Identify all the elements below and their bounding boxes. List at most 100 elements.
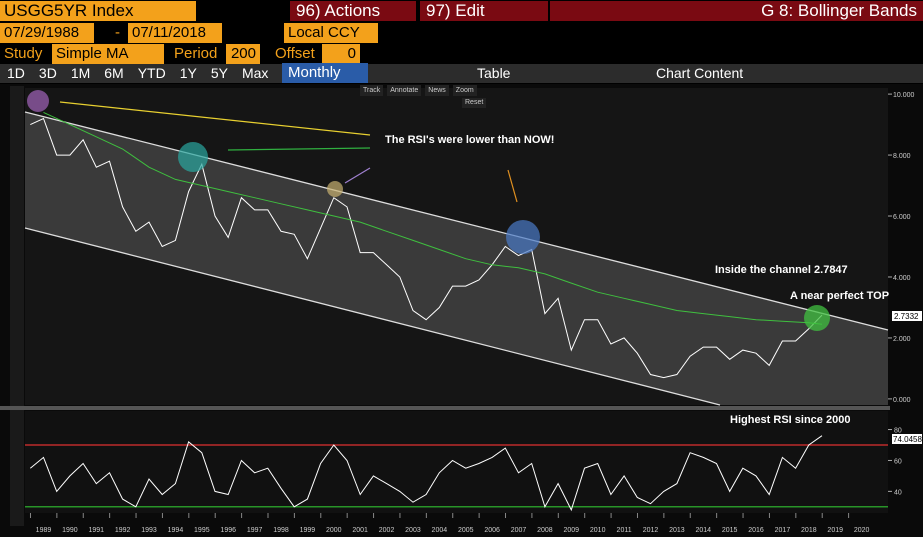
rsi-plot-bg [25, 411, 888, 513]
x-tick-label: 2001 [352, 527, 368, 534]
period-button[interactable]: 1M [70, 65, 91, 81]
highlight [804, 305, 830, 331]
offset-label: Offset [275, 45, 315, 62]
last-value-box [892, 311, 922, 321]
x-tick-label: 2018 [801, 527, 817, 534]
frequency[interactable]: Monthly [282, 63, 368, 83]
x-tick-label: 1993 [141, 527, 157, 534]
x-tick-label: 1999 [300, 527, 316, 534]
sidebar [10, 86, 24, 526]
actions-menu[interactable]: 96) Actions [290, 1, 416, 21]
reset-button[interactable]: Reset [462, 98, 487, 108]
x-tick-label: 2019 [827, 527, 843, 534]
y-tick-label: 4.000 [893, 275, 911, 282]
y-tick-label: 8.000 [893, 153, 911, 160]
annotation: Highest RSI since 2000 [730, 414, 850, 426]
currency[interactable]: Local CCY [284, 23, 378, 43]
highlight [327, 181, 343, 197]
annotation: A near perfect TOP [790, 290, 889, 302]
offset-value[interactable]: 0 [322, 44, 360, 64]
x-tick-label: 1997 [247, 527, 263, 534]
period-button[interactable]: 6M [104, 65, 124, 81]
x-tick-label: 2010 [590, 527, 606, 534]
moving-average [43, 111, 823, 325]
x-tick-label: 1996 [220, 527, 236, 534]
toolbar [0, 64, 923, 83]
x-tick-label: 2003 [405, 527, 421, 534]
period-button[interactable]: Max [241, 65, 269, 81]
edit-menu[interactable]: 97) Edit [420, 1, 548, 21]
price-line [30, 117, 823, 379]
y-tick-label: 6.000 [893, 214, 911, 221]
end-date[interactable]: 07/11/2018 [128, 23, 222, 43]
chart-tool[interactable]: Annotate [387, 85, 422, 96]
y-tick-label: 60 [894, 458, 902, 465]
highlight [27, 90, 49, 112]
x-tick-label: 2016 [748, 527, 764, 534]
period-button[interactable]: 1D [7, 65, 25, 81]
x-tick-label: 1994 [168, 527, 184, 534]
arrow [59, 101, 371, 136]
study-value[interactable]: Simple MA [52, 44, 164, 64]
arrow [507, 169, 518, 203]
chart-tools: Track Annotate News Zoom [360, 85, 477, 96]
rsi-last-box [892, 434, 922, 444]
date-dash: - [115, 24, 120, 41]
period-value[interactable]: 200 [226, 44, 260, 64]
channel-lower [24, 227, 721, 406]
x-tick-label: 2006 [484, 527, 500, 534]
x-tick-label: 1991 [88, 527, 104, 534]
x-tick-label: 2014 [695, 527, 711, 534]
period-label: Period [174, 45, 218, 62]
x-tick-label: 1989 [36, 527, 52, 534]
period-button[interactable]: 1Y [179, 65, 197, 81]
x-tick-label: 2011 [617, 527, 632, 534]
start-date[interactable]: 07/29/1988 [0, 23, 94, 43]
last-value: 2.7332 [894, 312, 919, 321]
y-tick-label: 2.000 [893, 336, 911, 343]
y-tick-label: 80 [894, 428, 902, 435]
x-tick-label: 2008 [537, 527, 553, 534]
y-tick-label: 40 [894, 489, 902, 496]
x-tick-label: 2005 [458, 527, 474, 534]
x-tick-label: 2007 [511, 527, 527, 534]
channel-upper [24, 111, 889, 331]
highlight [506, 220, 540, 254]
study-label: Study [4, 45, 43, 62]
period-button[interactable]: YTD [137, 65, 166, 81]
x-tick-label: 2002 [379, 527, 395, 534]
panel-divider [0, 406, 890, 410]
x-tick-label: 1995 [194, 527, 210, 534]
x-tick-label: 2000 [326, 527, 342, 534]
y-tick-label: 10.000 [893, 92, 915, 99]
period-button[interactable]: 3D [38, 65, 57, 81]
chart-content-button[interactable]: Chart Content [656, 65, 744, 81]
x-tick-label: 2017 [775, 527, 791, 534]
chart-tool[interactable]: Track [360, 85, 384, 96]
ticker[interactable]: USGG5YR Index [0, 1, 196, 21]
rsi-last-value: 74.0458 [893, 435, 922, 444]
chart-tool[interactable]: Zoom [452, 85, 477, 96]
y-tick-label: 0.000 [893, 397, 911, 404]
rsi-line [29, 435, 823, 512]
x-tick-label: 1990 [62, 527, 78, 534]
annotation: Inside the channel 2.7847 [715, 264, 848, 276]
x-tick-label: 2013 [669, 527, 685, 534]
x-tick-label: 2004 [432, 527, 448, 534]
chart-tool[interactable]: News [425, 85, 449, 96]
highlight [178, 142, 208, 172]
price-plot-bg [25, 88, 888, 405]
x-tick-label: 2009 [564, 527, 580, 534]
annotation: The RSI's were lower than NOW! [385, 134, 554, 146]
page-title: G 8: Bollinger Bands [550, 1, 923, 21]
period-button[interactable]: 5Y [210, 65, 228, 81]
arrow [227, 147, 371, 151]
chart-bg [0, 84, 923, 537]
channel [25, 112, 888, 405]
x-tick-label: 1998 [273, 527, 289, 534]
period-buttons: 1D 3D 1M 6M YTD 1Y 5Y Max [0, 64, 275, 83]
x-tick-label: 2012 [643, 527, 659, 534]
table-button[interactable]: Table [477, 65, 511, 81]
x-tick-label: 2015 [722, 527, 738, 534]
